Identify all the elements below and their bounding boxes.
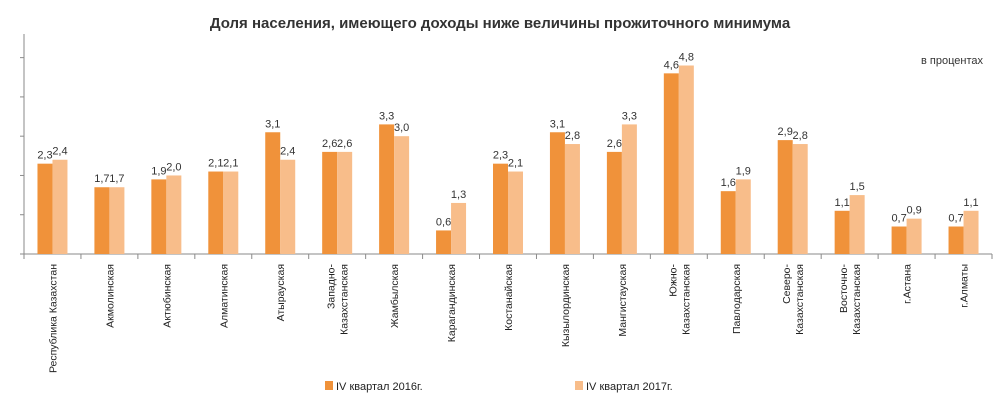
legend-swatch — [325, 381, 333, 390]
bar — [52, 159, 68, 254]
category-label: Костанайская — [503, 264, 515, 331]
bar — [906, 218, 922, 254]
bar — [436, 230, 452, 254]
bar — [963, 210, 979, 254]
category-label: г.Астана — [902, 264, 914, 304]
category-label: Карагандинская — [446, 264, 458, 342]
data-label: 1,7 — [109, 173, 124, 185]
data-label: 2,1 — [223, 158, 238, 170]
category-label: Южно-Казахстанская — [667, 264, 692, 335]
legend-swatch — [575, 381, 583, 390]
data-label: 0,7 — [948, 213, 963, 225]
data-label: 4,6 — [664, 59, 679, 71]
bar — [606, 151, 622, 254]
data-label: 1,7 — [94, 173, 109, 185]
data-label: 2,3 — [37, 150, 52, 162]
data-label: 2,6 — [337, 138, 352, 150]
bar — [94, 187, 110, 254]
legend: IV квартал 2016г. IV квартал 2017г. — [325, 381, 673, 393]
bar — [621, 124, 637, 255]
bar — [379, 124, 395, 255]
data-label: 2,1 — [208, 158, 223, 170]
bar — [322, 151, 338, 254]
category-label: Кызылординская — [560, 264, 572, 347]
category-label: Атырауская — [275, 264, 287, 321]
category-label: Западно-Казахстанская — [326, 263, 351, 334]
data-label: 2,0 — [166, 161, 181, 173]
data-label: 1,1 — [963, 197, 978, 209]
data-label: 1,5 — [849, 181, 864, 193]
bar — [493, 163, 508, 254]
data-label: 2,8 — [565, 130, 580, 142]
data-label: 3,1 — [550, 118, 565, 130]
data-label: 3,0 — [394, 122, 409, 134]
data-label: 3,3 — [379, 110, 394, 122]
data-label: 1,1 — [834, 197, 849, 209]
legend-label: IV квартал 2017г. — [586, 381, 673, 393]
category-label: Акмолинская — [104, 264, 116, 328]
bar — [834, 210, 850, 254]
legend-label: IV квартал 2016г. — [336, 381, 423, 393]
bar — [720, 191, 736, 254]
data-label: 3,3 — [622, 110, 637, 122]
bar — [280, 159, 296, 254]
category-label: Павлодарская — [731, 264, 743, 334]
data-label: 1,9 — [151, 165, 166, 177]
bar — [265, 132, 281, 254]
data-label: 1,6 — [721, 177, 736, 189]
bars — [37, 65, 979, 255]
category-labels: Республика Казахстан Акмолинская Актюбинск… — [47, 263, 970, 373]
category-label: г.Алматы — [959, 264, 971, 308]
bar — [663, 73, 679, 254]
bar — [394, 136, 410, 254]
category-label: Мангистауская — [617, 264, 629, 337]
data-label: 2,4 — [52, 146, 67, 158]
bar — [792, 144, 808, 254]
data-label: 2,9 — [778, 126, 793, 138]
bar — [549, 132, 565, 254]
category-label: Республика Казахстан — [47, 264, 59, 373]
bar — [508, 171, 523, 254]
bar — [151, 179, 167, 254]
bar — [109, 187, 125, 254]
data-label: 0,7 — [891, 213, 906, 225]
data-label: 2,1 — [508, 158, 523, 170]
bar — [223, 171, 239, 254]
bar — [849, 195, 865, 254]
data-label: 2,3 — [493, 150, 508, 162]
bar — [564, 144, 580, 254]
category-label: Северо-Казахстанская — [781, 264, 806, 335]
category-label: Актюбинская — [161, 264, 173, 328]
category-label: Восточно-Казахстанская — [838, 263, 863, 334]
bar — [451, 202, 467, 254]
bar — [37, 163, 53, 254]
bar — [777, 140, 793, 254]
bar — [166, 175, 182, 254]
data-label: 3,1 — [265, 118, 280, 130]
data-label: 2,6 — [322, 138, 337, 150]
data-label: 1,9 — [736, 165, 751, 177]
data-label: 0,6 — [436, 216, 451, 228]
data-label: 0,9 — [906, 205, 921, 217]
units-label: в процентах — [921, 55, 983, 67]
data-label: 2,6 — [607, 138, 622, 150]
category-label: Алматинская — [218, 264, 230, 328]
data-label: 2,4 — [280, 146, 295, 158]
chart-title: Доля населения, имеющего доходы ниже вел… — [210, 15, 791, 32]
data-label: 1,3 — [451, 189, 466, 201]
data-label: 4,8 — [679, 51, 694, 63]
bar — [678, 65, 694, 254]
data-labels: 2,3 1,7 1,9 2,1 3,1 2,6 3,3 0,6 2,3 3,1 2,6 4,6 1,6 2… — [37, 51, 978, 228]
category-label: Жамбылская — [389, 264, 401, 328]
data-label: 2,8 — [793, 130, 808, 142]
bar — [208, 171, 224, 254]
bar — [337, 151, 353, 254]
bar — [948, 226, 964, 254]
bar — [891, 226, 907, 254]
bar — [735, 179, 751, 254]
